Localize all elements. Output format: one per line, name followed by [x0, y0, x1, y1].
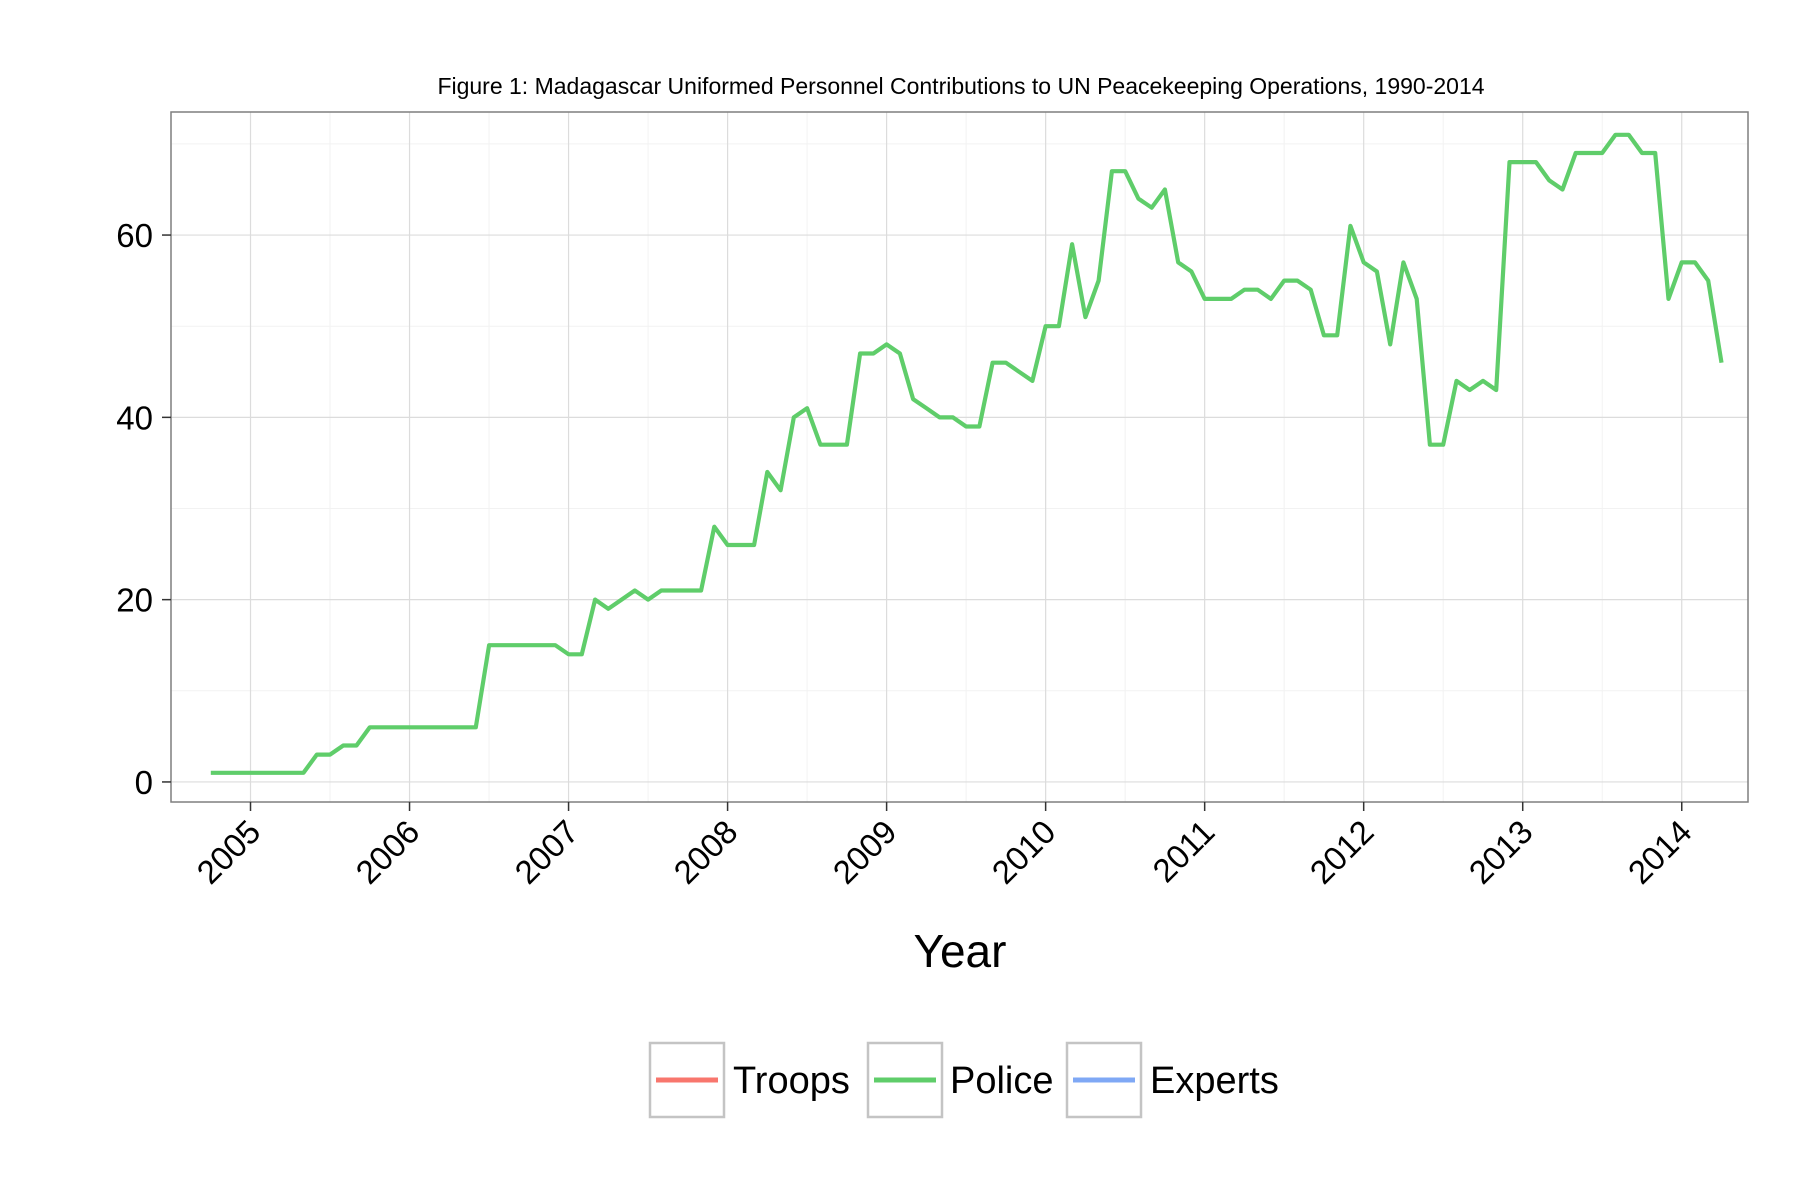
x-tick-label: 2005 [189, 813, 267, 891]
legend-item-police: Police [866, 1041, 1054, 1119]
x-tick-label: 2014 [1621, 813, 1699, 891]
x-axis-title: Year [914, 925, 1007, 977]
y-tick-label: 60 [116, 217, 153, 254]
legend-label: Experts [1150, 1060, 1279, 1102]
legend-label: Troops [733, 1060, 850, 1102]
major-gridlines [171, 112, 1748, 802]
plot-panel-background [171, 112, 1748, 802]
x-tick-label: 2006 [348, 813, 426, 891]
y-tick-label: 20 [116, 582, 153, 619]
x-tick-label: 2013 [1462, 813, 1540, 891]
x-tick-label: 2011 [1145, 813, 1221, 889]
minor-gridlines [171, 112, 1748, 802]
series-layer [210, 132, 1724, 775]
x-tick-label: 2009 [825, 813, 903, 891]
y-axis: 0 20 40 60 [116, 217, 171, 801]
legend-item-troops: Troops [648, 1041, 850, 1119]
x-tick-label: 2010 [985, 813, 1063, 891]
y-tick-label: 40 [116, 399, 153, 436]
series-line-police [210, 132, 1724, 775]
legend-item-experts: Experts [1065, 1041, 1279, 1119]
x-tick-label: 2012 [1303, 813, 1381, 891]
x-axis: 2005 2006 2007 2008 2009 2010 2011 2012 2013 2014 [189, 802, 1699, 891]
x-tick-label: 2007 [507, 813, 585, 891]
y-tick-label: 0 [135, 764, 153, 801]
chart-title: Figure 1: Madagascar Uniformed Personnel… [437, 73, 1484, 99]
plot-panel [171, 112, 1748, 802]
legend: Troops Police Experts [648, 1041, 1279, 1119]
plot-panel-border [170, 111, 1749, 803]
x-tick-label: 2008 [666, 813, 744, 891]
legend-label: Police [950, 1060, 1054, 1102]
